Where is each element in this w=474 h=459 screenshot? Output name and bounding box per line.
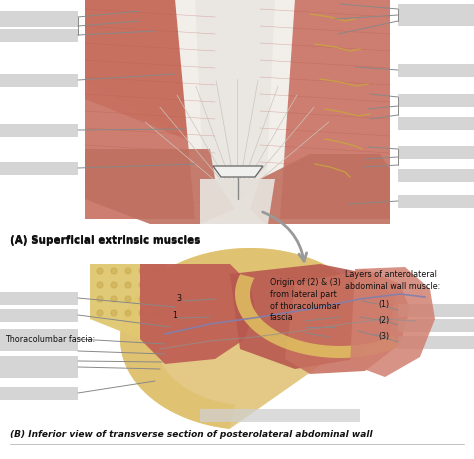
Polygon shape [140, 264, 255, 364]
Polygon shape [230, 264, 395, 369]
Polygon shape [200, 179, 275, 224]
Bar [0, 12, 78, 28]
Bar [0, 309, 78, 322]
FancyArrowPatch shape [263, 213, 307, 262]
Circle shape [111, 282, 117, 288]
Polygon shape [235, 274, 402, 358]
Circle shape [97, 310, 103, 316]
Polygon shape [85, 0, 215, 219]
Circle shape [125, 269, 131, 274]
Text: 1: 1 [172, 311, 177, 320]
Circle shape [153, 310, 159, 316]
Bar [0, 292, 78, 305]
Text: (3): (3) [378, 332, 389, 341]
Text: Thoracolumbar fascia:: Thoracolumbar fascia: [5, 334, 95, 343]
Circle shape [97, 297, 103, 302]
Polygon shape [85, 150, 235, 224]
Polygon shape [175, 0, 295, 219]
Bar [0, 30, 78, 43]
Polygon shape [250, 155, 390, 224]
Text: (2): (2) [378, 316, 389, 325]
Circle shape [139, 269, 145, 274]
Bar [398, 118, 474, 131]
Bar [0, 125, 78, 138]
Bar [398, 319, 474, 332]
Circle shape [125, 297, 131, 302]
Text: (B) Inferior view of transverse section of posterolateral abdominal wall: (B) Inferior view of transverse section … [10, 429, 373, 438]
Text: (1): (1) [378, 300, 389, 309]
Bar [398, 95, 474, 108]
Bar [398, 65, 474, 78]
Circle shape [153, 297, 159, 302]
Polygon shape [350, 268, 435, 377]
Polygon shape [120, 248, 378, 429]
Polygon shape [85, 0, 210, 140]
Circle shape [153, 269, 159, 274]
Circle shape [125, 310, 131, 316]
Text: 3: 3 [176, 294, 181, 303]
Circle shape [111, 310, 117, 316]
Bar [398, 304, 474, 317]
Polygon shape [260, 0, 390, 219]
Polygon shape [213, 167, 263, 178]
Text: (A) Superficial extrinsic muscles: (A) Superficial extrinsic muscles [10, 235, 201, 245]
Bar [0, 75, 78, 88]
Text: (A) Superficial extrinsic muscles: (A) Superficial extrinsic muscles [10, 235, 201, 246]
Circle shape [97, 282, 103, 288]
Circle shape [139, 282, 145, 288]
Bar [0, 356, 78, 378]
Bar [200, 409, 360, 422]
Text: Origin of (2) & (3)
from lateral part
of thoracolumbar
fascia: Origin of (2) & (3) from lateral part of… [270, 277, 341, 322]
Circle shape [125, 282, 131, 288]
Polygon shape [90, 264, 172, 339]
Polygon shape [120, 248, 378, 429]
Circle shape [111, 297, 117, 302]
Circle shape [139, 310, 145, 316]
Polygon shape [285, 269, 410, 374]
Bar [398, 5, 474, 27]
Bar [398, 147, 474, 160]
Bar [0, 162, 78, 176]
Bar [0, 387, 78, 400]
Polygon shape [85, 0, 210, 130]
Circle shape [153, 282, 159, 288]
Polygon shape [195, 0, 275, 219]
Bar [398, 196, 474, 208]
Bar [398, 170, 474, 183]
Bar [0, 329, 78, 351]
Bar [398, 336, 474, 349]
Circle shape [111, 269, 117, 274]
Text: Layers of anterolateral
abdominal wall muscle:: Layers of anterolateral abdominal wall m… [345, 269, 440, 290]
Circle shape [97, 269, 103, 274]
Circle shape [139, 297, 145, 302]
